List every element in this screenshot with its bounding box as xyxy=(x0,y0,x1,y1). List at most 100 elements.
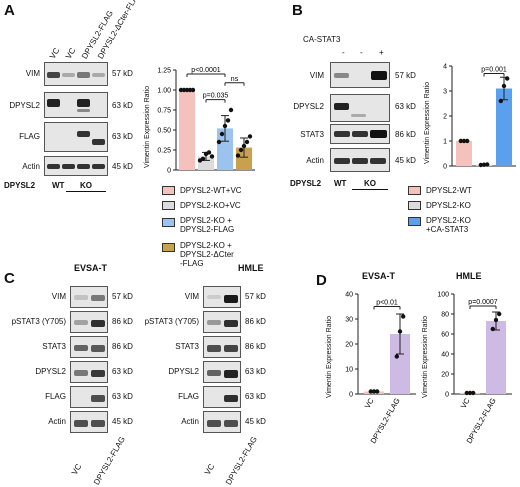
kd-label: 86 kD xyxy=(112,317,133,326)
data-point xyxy=(241,143,247,149)
data-point xyxy=(200,156,206,161)
western-blot-strip xyxy=(44,62,108,86)
chart-a: 0 0.25 0.50 0.75 1.00 1.25 p<0.0001 p=0.035 ns xyxy=(157,67,255,175)
kd-label: 45 kD xyxy=(395,156,416,165)
western-blot-strip xyxy=(70,311,108,333)
significance-label: p<0.01 xyxy=(376,300,398,307)
blot-label: DPYSL2 xyxy=(35,367,66,376)
legend-label: -FLAG xyxy=(180,259,204,268)
kd-label: 63 kD xyxy=(395,102,416,111)
western-blot-strip xyxy=(70,286,108,308)
kd-label: 57 kD xyxy=(395,71,416,80)
blot-label: Actin xyxy=(306,156,324,165)
blot-label: Actin xyxy=(22,162,40,171)
chart-b: 0 1 2 3 4 p=0.001 xyxy=(443,64,516,171)
bar xyxy=(179,90,195,170)
legend-swatch xyxy=(162,218,175,227)
y-tick-label: 0 xyxy=(443,164,447,171)
y-tick-label: 40 xyxy=(441,352,449,359)
significance-label: p<0.0001 xyxy=(191,67,220,74)
legend-label: DPYSL2-KO+VC xyxy=(180,201,241,210)
genotype-wt: WT xyxy=(334,179,347,188)
blot-band xyxy=(91,420,105,427)
kd-label: 45 kD xyxy=(112,162,133,171)
chart-title: HMLE xyxy=(456,271,482,281)
genotype-divider xyxy=(352,189,388,190)
western-blot-strip xyxy=(203,386,241,408)
blot-band xyxy=(91,370,105,377)
legend-swatch xyxy=(162,243,175,252)
y-tick-label: 10 xyxy=(345,367,353,374)
data-point xyxy=(490,326,495,332)
legend-swatch xyxy=(162,186,175,195)
data-point xyxy=(401,314,406,319)
blot-label: DPYSL2 xyxy=(9,101,40,110)
western-blot-strip xyxy=(70,361,108,383)
data-point xyxy=(368,389,373,394)
blot-label: STAT3 xyxy=(42,342,66,351)
genotype-ko: KO xyxy=(364,179,376,188)
blot-band xyxy=(91,395,105,402)
kd-label: 86 kD xyxy=(245,342,266,351)
data-point xyxy=(238,147,244,153)
y-tick-label: 40 xyxy=(345,292,353,299)
lane-label: DPYSL2-FLAG xyxy=(224,435,259,487)
panel-b-letter: B xyxy=(292,2,303,19)
blot-band xyxy=(91,345,105,352)
blot-band xyxy=(224,395,238,402)
significance-label: p=0.0007 xyxy=(468,299,497,306)
data-point xyxy=(228,107,234,113)
data-point xyxy=(235,153,241,158)
kd-label: 57 kD xyxy=(112,69,133,78)
data-point xyxy=(375,389,380,394)
data-point xyxy=(209,154,215,159)
y-tick-label: 0 xyxy=(167,168,171,175)
blot-band xyxy=(74,320,88,325)
legend-swatch xyxy=(408,217,421,226)
blot-band xyxy=(74,420,88,427)
legend-label: DPYSL2-WT+VC xyxy=(180,186,242,195)
blot-label: FLAG xyxy=(19,132,40,141)
y-tick-label: 0 xyxy=(349,392,353,399)
genotype-divider xyxy=(66,191,106,192)
blot-band xyxy=(207,370,221,376)
legend-label: DPYSL2-KO xyxy=(426,201,471,210)
panel-d-letter: D xyxy=(316,272,327,289)
kd-label: 86 kD xyxy=(395,130,416,139)
genotype-ko: KO xyxy=(80,181,92,190)
data-point xyxy=(206,150,212,155)
data-point xyxy=(219,131,225,137)
y-tick-label: 0.50 xyxy=(157,128,171,135)
kd-label: 86 kD xyxy=(245,317,266,326)
western-blot-strip xyxy=(70,411,108,433)
lane-label: VC xyxy=(64,46,78,61)
significance-label: p=0.001 xyxy=(481,67,507,74)
data-point xyxy=(467,390,473,396)
blot-band xyxy=(207,420,221,427)
treatment-label: CA-STAT3 xyxy=(303,35,341,44)
blot-band xyxy=(74,370,88,376)
kd-label: 57 kD xyxy=(245,292,266,301)
data-point xyxy=(505,76,510,81)
blot-label: VIM xyxy=(25,69,40,78)
blot-band xyxy=(207,295,221,299)
data-point xyxy=(478,162,483,168)
bar xyxy=(236,147,252,170)
data-point xyxy=(216,139,222,145)
kd-label: 57 kD xyxy=(112,292,133,301)
data-point xyxy=(394,354,399,359)
blot-label: Actin xyxy=(48,417,66,426)
genotype-label: DPYSL2 xyxy=(290,179,322,188)
blot-label: pSTAT3 (Y705) xyxy=(144,317,199,326)
treatment-sign: - xyxy=(360,48,363,57)
bar xyxy=(390,334,410,394)
y-tick-label: 0.25 xyxy=(157,148,171,155)
data-point xyxy=(244,139,250,145)
western-blot-strip xyxy=(203,361,241,383)
western-blot-strip xyxy=(44,92,108,118)
chart-title: EVSA-T xyxy=(362,271,396,281)
blot-band xyxy=(91,320,105,327)
legend-swatch xyxy=(408,201,421,210)
kd-label: 86 kD xyxy=(112,342,133,351)
kd-label: 63 kD xyxy=(112,367,133,376)
